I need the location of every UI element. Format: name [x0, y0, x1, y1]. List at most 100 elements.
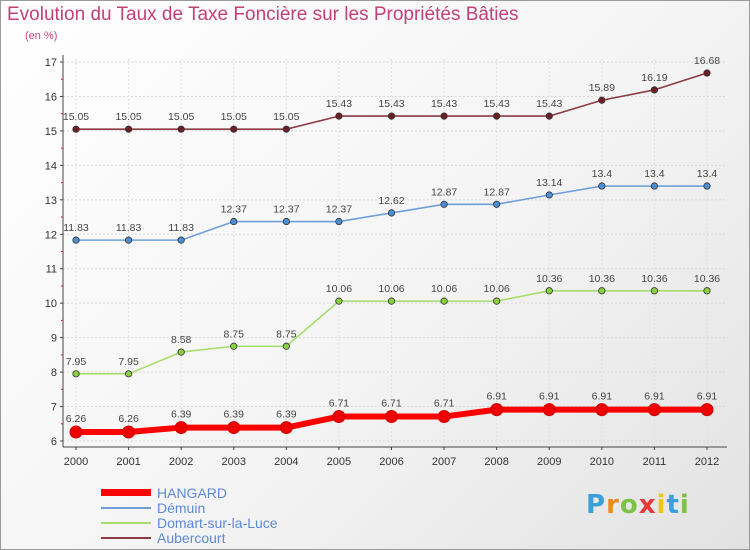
data-label-aubercourt-2010: 15.89	[589, 82, 615, 94]
data-label-domart-sur-la-luce-2005: 10.06	[326, 283, 352, 295]
data-label-hangard-2001: 6.26	[118, 413, 139, 425]
point-domart-sur-la-luce-2012	[703, 287, 711, 295]
data-label-aubercourt-2002: 15.05	[168, 111, 194, 123]
data-label-demuin-2004: 12.37	[273, 204, 299, 216]
point-hangard-2007	[437, 410, 451, 424]
point-aubercourt-2006	[387, 112, 396, 120]
x-tick-label-2010: 2010	[590, 456, 614, 468]
data-label-hangard-2011: 6.91	[644, 391, 665, 403]
point-aubercourt-2002	[177, 125, 185, 133]
point-aubercourt-2004	[282, 125, 290, 133]
legend-item-domart: Domart-sur-la-Luce	[101, 515, 278, 531]
x-tick-label-2002: 2002	[169, 456, 193, 468]
data-label-demuin-2000: 11.83	[63, 222, 89, 234]
y-tick-label-16: 16	[45, 91, 57, 103]
y-tick-label-8: 8	[51, 367, 57, 379]
data-label-hangard-2010: 6.91	[592, 391, 613, 403]
data-label-aubercourt-2007: 15.43	[431, 98, 457, 110]
legend-item-demuin: Démuin	[101, 500, 278, 516]
point-aubercourt-2001	[124, 125, 133, 133]
point-domart-sur-la-luce-2005	[335, 297, 343, 305]
x-tick-label-2006: 2006	[379, 456, 403, 468]
data-label-domart-sur-la-luce-2007: 10.06	[431, 283, 457, 295]
data-label-domart-sur-la-luce-2000: 7.95	[66, 356, 87, 368]
point-aubercourt-2008	[493, 112, 501, 120]
y-tick-label-15: 15	[45, 126, 57, 138]
data-label-demuin-2006: 12.62	[378, 195, 404, 207]
point-domart-sur-la-luce-2007	[440, 297, 448, 305]
point-hangard-2012	[700, 403, 714, 417]
point-demuin-2012	[703, 182, 711, 190]
data-label-domart-sur-la-luce-2003: 8.75	[224, 328, 245, 340]
data-label-demuin-2002: 11.83	[168, 222, 194, 234]
legend-swatch-demuin	[101, 506, 151, 509]
chart-title: Evolution du Taux de Taxe Foncière sur l…	[7, 4, 519, 25]
point-domart-sur-la-luce-2003	[230, 342, 238, 350]
point-hangard-2010	[595, 403, 609, 417]
data-label-demuin-2005: 12.37	[326, 204, 352, 216]
data-label-hangard-2003: 6.39	[224, 409, 245, 421]
point-hangard-2009	[542, 403, 556, 417]
x-tick-label-2003: 2003	[222, 456, 246, 468]
data-label-demuin-2010: 13.4	[592, 168, 613, 180]
x-tick-label-2011: 2011	[643, 456, 667, 468]
logo-letter-1: r	[606, 490, 620, 520]
data-label-demuin-2009: 13.14	[536, 177, 562, 189]
point-demuin-2011	[650, 182, 659, 190]
data-label-hangard-2012: 6.91	[697, 391, 718, 403]
y-tick-label-14: 14	[45, 160, 57, 172]
point-domart-sur-la-luce-2006	[387, 297, 396, 305]
data-label-demuin-2008: 12.87	[484, 186, 510, 198]
x-tick-label-2009: 2009	[537, 456, 561, 468]
point-demuin-2007	[440, 200, 448, 208]
point-domart-sur-la-luce-2010	[598, 287, 606, 295]
point-hangard-2001	[122, 425, 136, 439]
point-aubercourt-2011	[650, 86, 659, 94]
point-domart-sur-la-luce-2002	[177, 348, 185, 356]
data-label-hangard-2008: 6.91	[486, 391, 507, 403]
chart-legend: HANGARD Démuin Domart-sur-la-Luce Auberc…	[101, 485, 278, 546]
y-axis-unit-label: (en %)	[25, 30, 58, 42]
data-label-hangard-2009: 6.91	[539, 391, 560, 403]
point-aubercourt-2009	[545, 112, 553, 120]
x-tick-label-2005: 2005	[327, 456, 351, 468]
x-tick-label-2004: 2004	[274, 456, 298, 468]
point-aubercourt-2010	[598, 96, 606, 104]
data-label-aubercourt-2000: 15.05	[63, 111, 89, 123]
legend-item-hangard: HANGARD	[101, 485, 278, 501]
logo-letter-6: i	[679, 490, 690, 520]
point-hangard-2011	[647, 403, 661, 417]
legend-swatch-hangard	[101, 489, 151, 496]
point-demuin-2004	[282, 217, 290, 226]
point-demuin-2000	[72, 236, 80, 244]
point-hangard-2002	[174, 421, 188, 435]
point-hangard-2003	[227, 421, 241, 435]
y-tick-label-12: 12	[45, 229, 57, 241]
x-tick-label-2001: 2001	[116, 456, 140, 468]
x-tick-label-2012: 2012	[695, 456, 719, 468]
data-label-hangard-2007: 6.71	[434, 398, 455, 410]
data-label-aubercourt-2001: 15.05	[115, 111, 141, 123]
y-tick-label-11: 11	[46, 264, 57, 276]
data-label-aubercourt-2003: 15.05	[221, 111, 247, 123]
point-hangard-2000	[69, 425, 83, 439]
legend-item-aubercourt: Aubercourt	[101, 530, 278, 546]
data-label-domart-sur-la-luce-2001: 7.95	[118, 356, 139, 368]
y-tick-label-17: 17	[45, 57, 57, 69]
point-hangard-2004	[279, 421, 293, 435]
data-label-aubercourt-2004: 15.05	[273, 111, 299, 123]
point-demuin-2006	[387, 209, 396, 217]
y-tick-label-7: 7	[51, 402, 57, 414]
logo-letter-4: i	[656, 490, 667, 520]
point-aubercourt-2012	[703, 69, 711, 77]
point-demuin-2002	[177, 236, 185, 244]
data-label-demuin-2011: 13.4	[644, 168, 665, 180]
data-label-hangard-2006: 6.71	[381, 398, 402, 410]
data-label-aubercourt-2012: 16.68	[694, 55, 720, 67]
data-label-demuin-2007: 12.87	[431, 186, 457, 198]
logo-letter-3: x	[638, 490, 657, 520]
data-label-domart-sur-la-luce-2011: 10.36	[641, 273, 667, 285]
legend-swatch-aubercourt	[101, 536, 151, 539]
